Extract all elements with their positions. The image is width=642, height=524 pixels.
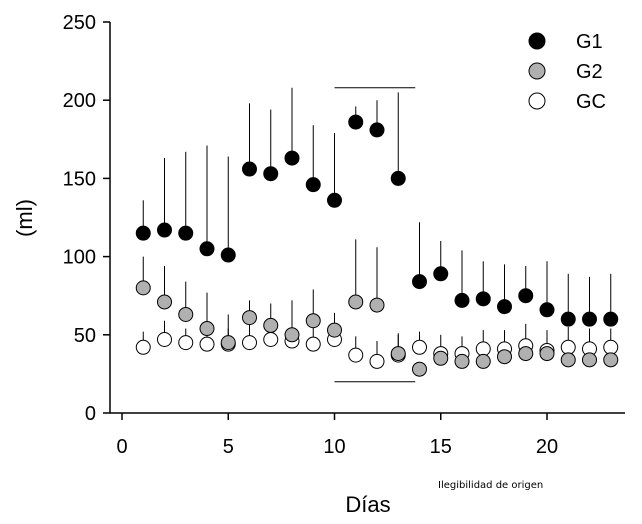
x-tick-label: 5 xyxy=(223,436,234,458)
y-tick-label: 50 xyxy=(74,325,96,347)
data-point-gc xyxy=(475,341,491,357)
data-point-g2 xyxy=(560,352,576,368)
x-ticks: 0 5 10 15 20 xyxy=(116,413,558,458)
annotation-lines xyxy=(334,87,416,383)
y-tick-label: 150 xyxy=(63,168,96,190)
data-point-g1 xyxy=(518,288,534,304)
data-point-gc xyxy=(178,335,194,351)
y-axis-title: (ml) xyxy=(12,199,37,237)
data-point-g1 xyxy=(390,170,406,186)
source-note: Ilegibilidad de origen xyxy=(438,480,543,491)
data-point-g1 xyxy=(475,291,491,307)
data-point-gc xyxy=(560,339,576,355)
data-point-g2 xyxy=(454,353,470,369)
data-point-g2 xyxy=(390,346,406,362)
data-point-g1 xyxy=(497,299,512,315)
data-point-gc xyxy=(263,331,279,347)
data-point-gc xyxy=(135,339,151,355)
legend-label-g1: G1 xyxy=(576,31,603,53)
data-point-g1 xyxy=(369,122,385,138)
data-point-g1 xyxy=(560,311,576,327)
data-point-gc xyxy=(412,339,427,355)
data-point-g1 xyxy=(284,150,300,166)
data-point-g1 xyxy=(157,222,172,238)
data-point-g2 xyxy=(518,346,534,362)
data-point-g2 xyxy=(305,313,321,329)
data-point-g1 xyxy=(539,302,555,318)
data-point-g2 xyxy=(199,321,215,337)
x-tick-label: 10 xyxy=(323,436,345,458)
data-point-g1 xyxy=(220,247,236,263)
y-tick-label: 200 xyxy=(63,90,96,112)
data-point-g1 xyxy=(135,225,151,241)
data-point-g2 xyxy=(539,346,555,362)
legend-label-g2: G2 xyxy=(576,61,603,83)
data-point-g1 xyxy=(412,274,427,290)
legend-marker-g1 xyxy=(528,32,546,50)
data-point-g1 xyxy=(178,225,194,241)
legend-label-gc: GC xyxy=(576,91,606,113)
data-point-g2 xyxy=(369,297,385,313)
data-point-g2 xyxy=(475,353,491,369)
data-point-g1 xyxy=(582,311,597,327)
data-point-g2 xyxy=(284,327,300,343)
data-point-gc xyxy=(199,336,215,352)
legend-marker-g2 xyxy=(528,62,546,80)
data-point-g2 xyxy=(433,350,449,366)
data-point-gc xyxy=(369,353,385,369)
y-tick-label: 0 xyxy=(85,403,96,425)
data-point-g2 xyxy=(348,294,364,310)
legend: G1 G2 GC xyxy=(528,31,606,113)
data-point-g1 xyxy=(242,161,257,177)
data-point-g1 xyxy=(603,311,619,327)
data-point-g2 xyxy=(220,335,236,351)
data-point-g2 xyxy=(497,349,512,365)
x-tick-label: 0 xyxy=(116,436,127,458)
data-point-gc xyxy=(157,331,172,347)
data-point-gc xyxy=(348,347,364,363)
data-point-g1 xyxy=(454,292,470,308)
data-point-g1 xyxy=(263,166,279,182)
data-point-gc xyxy=(242,335,257,351)
data-point-g2 xyxy=(582,352,597,368)
y-tick-label: 250 xyxy=(63,12,96,34)
data-point-g1 xyxy=(348,114,364,130)
x-axis-title: Días xyxy=(345,492,390,517)
data-point-g2 xyxy=(157,294,172,310)
data-point-g1 xyxy=(433,266,449,282)
data-point-g2 xyxy=(327,322,342,338)
x-tick-label: 20 xyxy=(536,436,558,458)
data-point-g2 xyxy=(412,361,427,377)
data-point-g2 xyxy=(178,306,194,322)
y-ticks: 0 50 100 150 200 250 xyxy=(63,12,110,425)
data-point-gc xyxy=(305,336,321,352)
legend-marker-gc xyxy=(528,92,546,110)
y-tick-label: 100 xyxy=(63,247,96,269)
data-point-g1 xyxy=(305,177,321,193)
x-tick-label: 15 xyxy=(430,436,452,458)
error-bars xyxy=(142,87,612,355)
data-point-g2 xyxy=(135,280,151,296)
data-point-g2 xyxy=(263,317,279,333)
data-point-g2 xyxy=(603,352,619,368)
data-point-g1 xyxy=(199,241,215,257)
data-point-g1 xyxy=(327,192,342,208)
data-point-gc xyxy=(603,339,619,355)
data-points xyxy=(135,114,619,377)
data-point-g2 xyxy=(242,310,257,326)
